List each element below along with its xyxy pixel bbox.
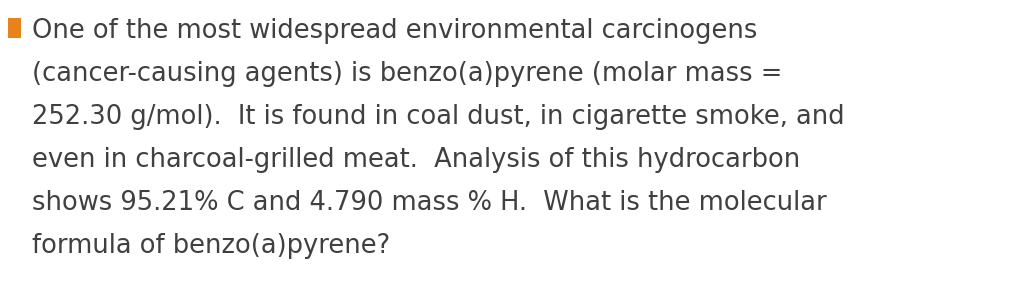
Text: formula of benzo(a)pyrene?: formula of benzo(a)pyrene?	[32, 233, 390, 259]
Text: 252.30 g/mol).  It is found in coal dust, in cigarette smoke, and: 252.30 g/mol). It is found in coal dust,…	[32, 104, 845, 130]
Bar	[8, 18, 21, 38]
Text: One of the most widespread environmental carcinogens: One of the most widespread environmental…	[32, 18, 757, 44]
Text: (cancer-causing agents) is benzo(a)pyrene (molar mass =: (cancer-causing agents) is benzo(a)pyren…	[32, 61, 782, 87]
Text: shows 95.21% C and 4.790 mass % H.  What is the molecular: shows 95.21% C and 4.790 mass % H. What …	[32, 190, 826, 216]
Text: even in charcoal-grilled meat.  Analysis of this hydrocarbon: even in charcoal-grilled meat. Analysis …	[32, 147, 801, 173]
